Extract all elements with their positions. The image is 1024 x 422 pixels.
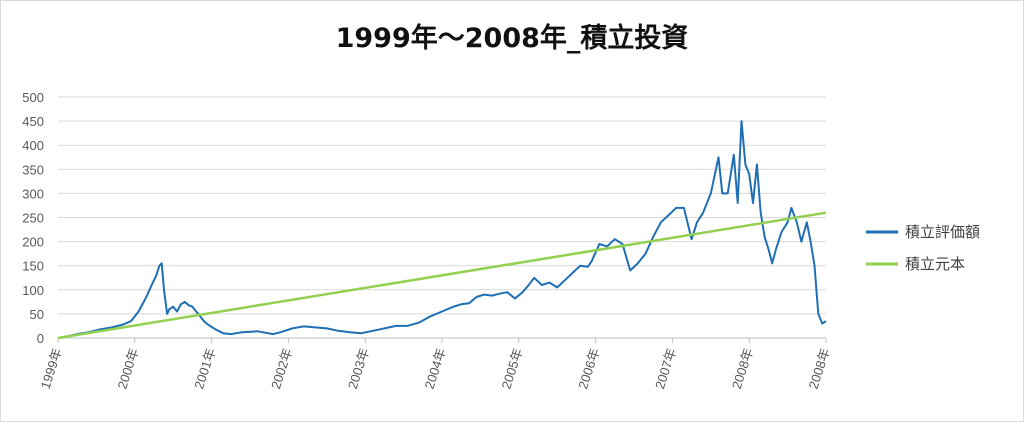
x-tick-label: 2001年 [191, 346, 218, 391]
x-tick-label: 2000年 [114, 346, 141, 391]
x-tick-label: 2006年 [575, 346, 602, 391]
series-lines [57, 120, 827, 340]
y-tick-label: 50 [30, 307, 44, 322]
x-tick-label: 2003年 [345, 346, 372, 391]
y-tick-label: 150 [22, 259, 44, 274]
series-line [57, 211, 827, 340]
y-tick-label: 200 [22, 235, 44, 250]
y-tick-label: 0 [37, 331, 44, 346]
legend-label: 積立評価額 [905, 224, 980, 241]
y-axis-tick-labels: 0 50 100 150 200 250 300 350 400 450 500 [22, 90, 44, 346]
series-line [57, 120, 827, 339]
x-tick-label: 2008年 [729, 346, 756, 391]
y-tick-label: 400 [22, 138, 44, 153]
x-tick-label: 1999年 [38, 346, 65, 391]
y-tick-label: 350 [22, 162, 44, 177]
legend-label: 積立元本 [905, 256, 965, 273]
gridlines [58, 96, 826, 339]
x-tick-label: 2008年 [806, 346, 833, 391]
x-axis-tick-labels: 1999年 2000年 2001年 2002年 2003年 2004年 2005年 2006年… [38, 338, 833, 391]
y-tick-label: 300 [22, 186, 44, 201]
y-tick-label: 450 [22, 114, 44, 129]
y-tick-label: 250 [22, 211, 44, 226]
x-tick-label: 2007年 [652, 346, 679, 391]
y-tick-label: 500 [22, 90, 44, 105]
x-tick-label: 2002年 [268, 346, 295, 391]
y-tick-label: 100 [22, 283, 44, 298]
x-tick-label: 2004年 [422, 346, 449, 391]
chart-title: 1999年～2008年_積立投資 [335, 23, 689, 54]
x-tick-label: 2005年 [498, 346, 525, 391]
